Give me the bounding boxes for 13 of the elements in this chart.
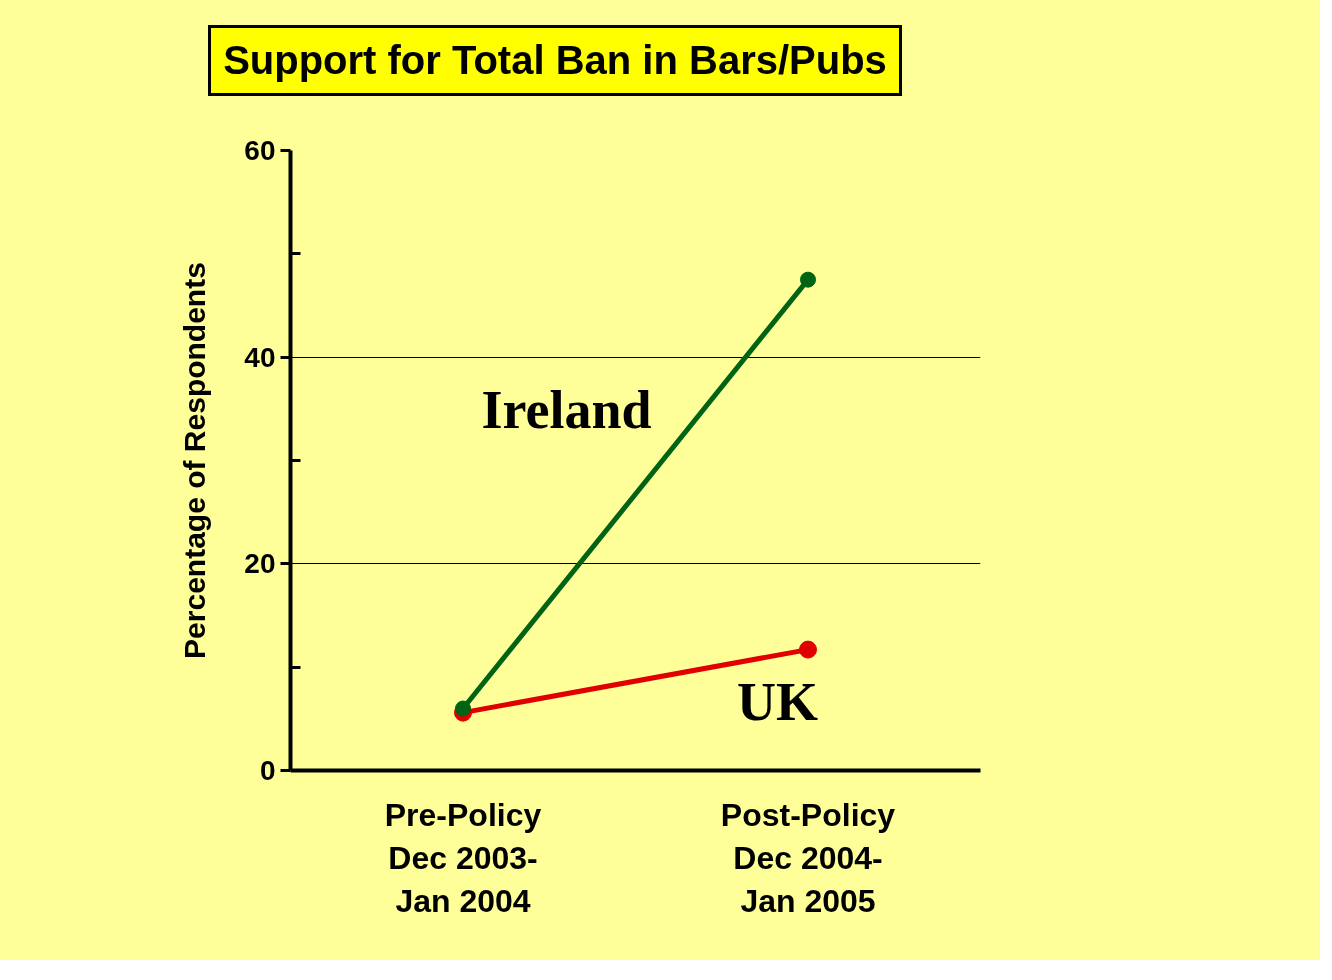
y-tick-label: 60 xyxy=(244,135,276,166)
point xyxy=(800,271,816,288)
y-axis-title: Percentage of Respondents xyxy=(178,262,212,659)
y-tick-label: 0 xyxy=(259,755,276,786)
y-tick-label: 20 xyxy=(244,548,276,580)
chart-title: Support for Total Ban in Bars/Pubs xyxy=(208,25,902,97)
x-tick-label: Post-Policy Dec 2004- Jan 2005 xyxy=(720,796,896,919)
x-tick-label: Pre-Policy Dec 2003- Jan 2004 xyxy=(384,796,542,919)
series-label: Ireland xyxy=(481,379,652,440)
y-tick-label: 40 xyxy=(244,341,276,373)
point xyxy=(455,700,471,717)
point xyxy=(799,640,817,659)
series-label: UK xyxy=(737,671,818,732)
